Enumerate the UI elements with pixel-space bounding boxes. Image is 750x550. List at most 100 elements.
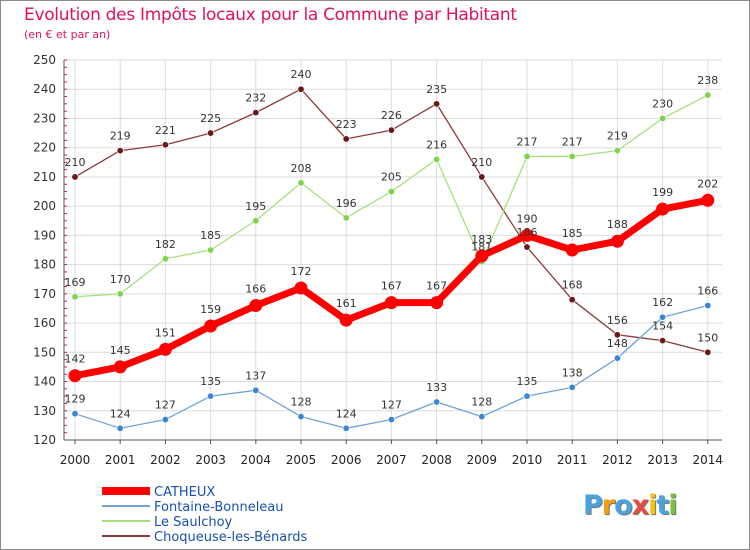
logo-letter: P bbox=[583, 490, 603, 521]
y-tick-label: 230 bbox=[33, 111, 56, 125]
data-point bbox=[207, 392, 215, 400]
x-tick-label: 2004 bbox=[241, 453, 272, 467]
data-label: 135 bbox=[200, 375, 221, 388]
data-label: 138 bbox=[562, 366, 583, 379]
data-point bbox=[204, 319, 218, 333]
data-point bbox=[342, 214, 350, 222]
data-point bbox=[116, 424, 124, 432]
y-tick-label: 140 bbox=[33, 375, 56, 389]
data-label: 221 bbox=[155, 124, 176, 137]
data-point bbox=[701, 193, 715, 207]
x-tick-label: 2002 bbox=[150, 453, 181, 467]
data-label: 166 bbox=[697, 285, 718, 298]
data-label: 124 bbox=[336, 407, 357, 420]
data-point bbox=[520, 228, 534, 242]
data-point bbox=[294, 281, 308, 295]
data-label: 183 bbox=[471, 233, 492, 246]
logo-letter: i bbox=[648, 490, 657, 521]
data-point bbox=[207, 246, 215, 254]
y-tick-label: 220 bbox=[33, 141, 56, 155]
proxiti-logo: Proxiti bbox=[583, 490, 678, 521]
data-point bbox=[158, 342, 172, 356]
data-label: 137 bbox=[245, 369, 266, 382]
x-tick-label: 2005 bbox=[286, 453, 317, 467]
data-point bbox=[71, 293, 79, 301]
x-tick-label: 2001 bbox=[105, 453, 136, 467]
data-label: 238 bbox=[697, 74, 718, 87]
data-point bbox=[297, 413, 305, 421]
data-label: 225 bbox=[200, 112, 221, 125]
data-label: 195 bbox=[245, 200, 266, 213]
y-tick-label: 130 bbox=[33, 404, 56, 418]
data-label: 150 bbox=[697, 331, 718, 344]
data-point bbox=[568, 152, 576, 160]
data-point bbox=[523, 152, 531, 160]
data-label: 219 bbox=[110, 130, 131, 143]
data-point bbox=[568, 296, 576, 304]
data-label: 161 bbox=[336, 297, 357, 310]
data-label: 181 bbox=[471, 241, 492, 254]
y-tick-label: 200 bbox=[33, 199, 56, 213]
data-point bbox=[430, 296, 444, 310]
data-label: 185 bbox=[562, 227, 583, 240]
legend-label: Le Saulchoy bbox=[154, 515, 233, 530]
data-point bbox=[478, 413, 486, 421]
data-point bbox=[297, 179, 305, 187]
data-label: 186 bbox=[517, 226, 538, 239]
data-label: 128 bbox=[291, 396, 312, 409]
y-tick-label: 210 bbox=[33, 170, 56, 184]
data-label: 151 bbox=[155, 326, 176, 339]
data-point bbox=[297, 85, 305, 93]
logo-letter: r bbox=[601, 490, 615, 521]
data-point bbox=[387, 188, 395, 196]
data-label: 162 bbox=[652, 296, 673, 309]
x-tick-label: 2014 bbox=[693, 453, 724, 467]
data-label: 235 bbox=[426, 83, 447, 96]
x-tick-label: 2000 bbox=[60, 453, 91, 467]
data-label: 199 bbox=[652, 186, 673, 199]
data-label: 129 bbox=[65, 393, 86, 406]
data-label: 230 bbox=[652, 97, 673, 110]
y-tick-label: 190 bbox=[33, 228, 56, 242]
x-tick-label: 2011 bbox=[557, 453, 588, 467]
data-label: 133 bbox=[426, 381, 447, 394]
y-tick-label: 170 bbox=[33, 287, 56, 301]
data-label: 168 bbox=[562, 279, 583, 292]
y-tick-label: 150 bbox=[33, 345, 56, 359]
y-tick-label: 240 bbox=[33, 82, 56, 96]
data-label: 219 bbox=[607, 130, 628, 143]
data-label: 188 bbox=[607, 218, 628, 231]
data-point bbox=[342, 135, 350, 143]
data-point bbox=[387, 126, 395, 134]
x-tick-label: 2008 bbox=[421, 453, 452, 467]
data-label: 223 bbox=[336, 118, 357, 131]
data-label: 145 bbox=[110, 344, 131, 357]
data-label: 190 bbox=[517, 212, 538, 225]
legend-label: Fontaine-Bonneleau bbox=[154, 500, 284, 515]
data-point bbox=[68, 369, 82, 383]
data-point bbox=[387, 416, 395, 424]
logo-letter: t bbox=[656, 490, 669, 521]
data-point bbox=[659, 114, 667, 122]
x-tick-label: 2009 bbox=[467, 453, 498, 467]
data-label: 202 bbox=[697, 177, 718, 190]
data-point bbox=[71, 410, 79, 418]
data-point bbox=[704, 91, 712, 99]
data-label: 154 bbox=[652, 320, 673, 333]
x-tick-label: 2006 bbox=[331, 453, 362, 467]
logo-letter: i bbox=[668, 490, 677, 521]
chart-title: Evolution des Impôts locaux pour la Comm… bbox=[24, 5, 517, 25]
data-label: 148 bbox=[607, 337, 628, 350]
data-point bbox=[384, 296, 398, 310]
data-label: 156 bbox=[607, 314, 628, 327]
data-label: 128 bbox=[471, 396, 492, 409]
y-tick-label: 120 bbox=[33, 433, 56, 447]
legend-label: Choqueuse-les-Bénards bbox=[154, 530, 308, 545]
data-point bbox=[71, 173, 79, 181]
data-point bbox=[568, 383, 576, 391]
data-label: 216 bbox=[426, 138, 447, 151]
data-point bbox=[252, 109, 260, 117]
data-label: 205 bbox=[381, 171, 402, 184]
data-point bbox=[704, 348, 712, 356]
data-point bbox=[113, 360, 127, 374]
